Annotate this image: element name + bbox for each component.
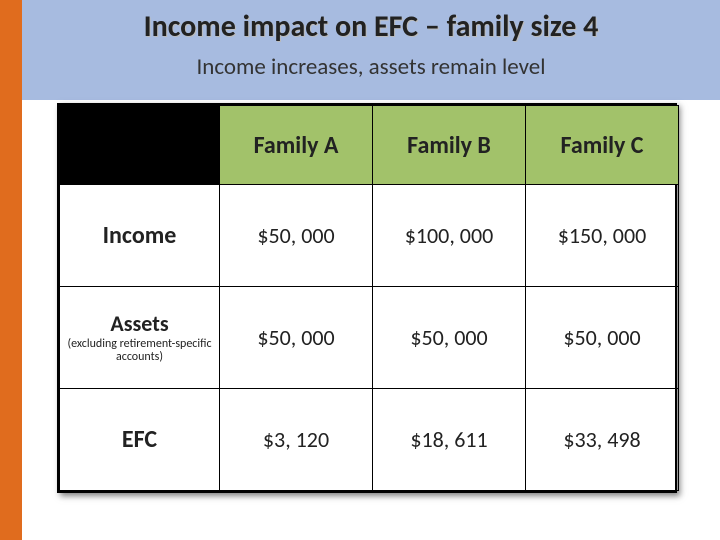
cell-assets-a: $50, 000 xyxy=(220,287,373,389)
table-header-row: Family A Family B Family C xyxy=(60,106,679,185)
cell-assets-b: $50, 000 xyxy=(373,287,526,389)
cell-income-b: $100, 000 xyxy=(373,185,526,287)
blank-corner xyxy=(60,106,220,185)
accent-bar xyxy=(0,0,22,540)
cell-assets-c: $50, 000 xyxy=(526,287,679,389)
assets-label-main: Assets xyxy=(110,310,168,337)
col-header-a: Family A xyxy=(220,106,373,185)
assets-label-sub: (excluding retirement-specific accounts) xyxy=(64,338,215,364)
cell-efc-c: $33, 498 xyxy=(526,389,679,491)
table-row: Income $50, 000 $100, 000 $150, 000 xyxy=(60,185,679,287)
efc-table-container: Family A Family B Family C Income $50, 0… xyxy=(57,103,677,493)
page-title: Income impact on EFC – family size 4 xyxy=(22,8,720,45)
page-subtitle: Income increases, assets remain level xyxy=(22,53,720,81)
table-row: EFC $3, 120 $18, 611 $33, 498 xyxy=(60,389,679,491)
col-header-c: Family C xyxy=(526,106,679,185)
cell-efc-a: $3, 120 xyxy=(220,389,373,491)
table-row: Assets (excluding retirement-specific ac… xyxy=(60,287,679,389)
efc-table: Family A Family B Family C Income $50, 0… xyxy=(59,105,679,491)
cell-income-a: $50, 000 xyxy=(220,185,373,287)
row-label-efc: EFC xyxy=(60,389,220,491)
cell-income-c: $150, 000 xyxy=(526,185,679,287)
row-label-assets: Assets (excluding retirement-specific ac… xyxy=(60,287,220,389)
row-label-income: Income xyxy=(60,185,220,287)
col-header-b: Family B xyxy=(373,106,526,185)
cell-efc-b: $18, 611 xyxy=(373,389,526,491)
